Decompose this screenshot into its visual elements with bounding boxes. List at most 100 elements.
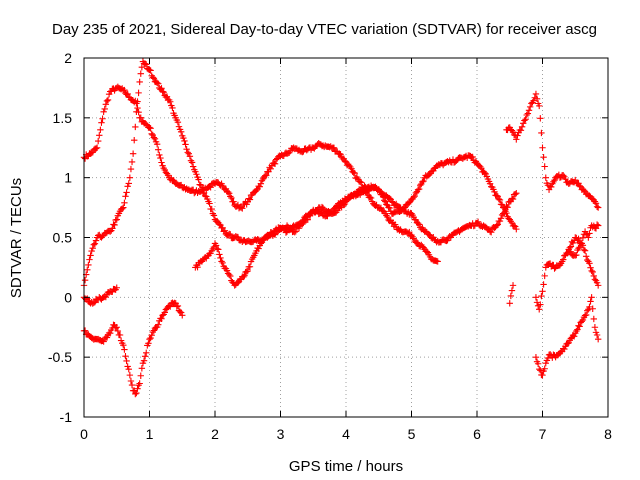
data-point-trace-a [158, 159, 165, 166]
data-point-trace-a [348, 165, 355, 172]
data-point-trace-f [594, 282, 602, 289]
data-point-trace-a [93, 144, 101, 151]
x-tick-label: 0 [80, 426, 88, 442]
data-point-trace-d [218, 258, 225, 265]
data-point-trace-b [119, 205, 126, 212]
data-point-trace-g [591, 324, 599, 331]
data-point-trace-h [586, 230, 593, 237]
data-point-trace-a [388, 219, 396, 227]
y-tick-label: 1.5 [53, 110, 73, 126]
x-tick-label: 7 [539, 426, 547, 442]
data-point-trace-f [582, 253, 590, 260]
data-point-trace-b [138, 64, 146, 71]
data-point-trace-g [570, 333, 578, 340]
y-tick-label: 0.5 [53, 230, 73, 246]
data-point-trace-d [415, 221, 423, 228]
data-point-trace-a [157, 154, 164, 162]
data-point-trace-a [96, 132, 103, 139]
data-point-trace-c [140, 357, 148, 364]
data-point-trace-e [562, 175, 569, 183]
data-point-trace-d [444, 237, 451, 244]
data-point-trace-b [136, 78, 143, 86]
data-point-trace-b [137, 70, 144, 77]
data-point-trace-d [102, 293, 110, 301]
data-point-trace-f [589, 268, 596, 276]
data-point-trace-a [423, 248, 430, 255]
data-point-trace-c [177, 309, 185, 316]
data-point-trace-d [212, 242, 220, 249]
data-point-trace-b [420, 177, 427, 185]
data-point-trace-a [146, 124, 153, 131]
y-axis-ticks: -1 -0.5 0 0.5 1 1.5 2 [48, 50, 608, 425]
data-point-trace-a [94, 137, 102, 145]
data-point-trace-d [194, 263, 201, 271]
data-point-trace-f [580, 246, 588, 253]
data-point-trace-b [198, 186, 206, 193]
y-tick-label: -1 [60, 409, 73, 425]
data-point-trace-a [121, 86, 128, 94]
data-point-trace-b [208, 205, 215, 213]
data-point-trace-c [161, 309, 168, 316]
data-point-trace-b [174, 118, 182, 126]
data-point-trace-c [158, 315, 165, 322]
data-point-trace-b [227, 231, 234, 238]
data-point-trace-d [84, 295, 91, 302]
data-point-trace-d [215, 246, 222, 253]
data-point-trace-d [246, 263, 254, 270]
data-point-trace-d [509, 195, 517, 203]
data-point-trace-b [133, 108, 140, 116]
data-point-trace-b [153, 79, 161, 87]
data-point-trace-b [180, 134, 187, 142]
x-tick-label: 1 [146, 426, 154, 442]
data-point-trace-c [134, 385, 141, 392]
data-point-trace-b [292, 228, 299, 235]
data-point-trace-g [590, 315, 598, 323]
data-point-trace-e [560, 172, 567, 179]
data-point-trace-a [366, 194, 374, 201]
data-point-trace-b [386, 204, 393, 212]
data-point-trace-h [579, 234, 587, 241]
data-point-trace-a [207, 184, 214, 191]
data-point-trace-d [225, 271, 233, 278]
data-point-trace-d [512, 190, 519, 198]
data-point-trace-g [588, 294, 595, 301]
data-point-trace-b [129, 150, 137, 157]
data-point-trace-a [155, 146, 162, 153]
data-point-trace-f [587, 264, 594, 271]
data-point-trace-c [124, 363, 131, 370]
data-point-trace-a [384, 213, 391, 221]
data-point-trace-e [548, 183, 555, 191]
data-point-trace-c [128, 381, 136, 389]
data-point-trace-f [509, 282, 517, 289]
data-point-trace-e [572, 176, 579, 184]
data-points [80, 58, 602, 398]
data-point-trace-b [206, 200, 213, 207]
data-point-trace-a [124, 90, 131, 98]
data-point-trace-c [143, 349, 150, 357]
data-point-trace-f [581, 247, 589, 254]
data-point-trace-d [274, 228, 281, 235]
data-point-trace-a [263, 172, 270, 179]
data-point-trace-g [537, 367, 544, 374]
data-point-trace-b [382, 198, 389, 205]
data-point-trace-a [341, 157, 349, 165]
data-point-trace-b [291, 228, 298, 236]
data-point-trace-b [494, 193, 501, 200]
data-point-trace-b [113, 216, 120, 223]
data-point-trace-d [299, 217, 306, 225]
data-point-trace-b [86, 256, 93, 263]
data-point-trace-a [148, 130, 155, 137]
data-point-trace-a [156, 151, 163, 159]
data-point-trace-b [411, 192, 418, 200]
data-point-trace-g [579, 316, 587, 324]
grid [84, 58, 608, 417]
x-axis-ticks: 0 1 2 3 4 5 6 7 8 [80, 58, 612, 442]
data-point-trace-b [84, 266, 91, 274]
data-point-trace-a [337, 151, 344, 158]
data-point-trace-b [89, 245, 96, 252]
data-point-trace-b [85, 261, 92, 269]
data-point-trace-c [173, 303, 180, 310]
data-point-trace-h [585, 234, 592, 241]
data-point-trace-e [536, 102, 543, 110]
data-point-trace-a [238, 204, 245, 211]
